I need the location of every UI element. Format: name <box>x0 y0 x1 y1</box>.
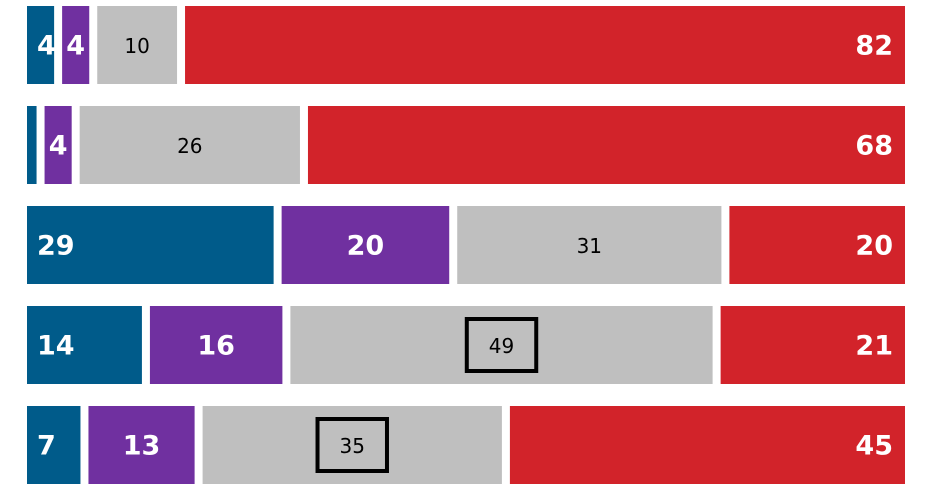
bar-segment <box>149 306 283 384</box>
bar-segment <box>509 406 905 484</box>
label-box <box>315 417 389 473</box>
bar-segment <box>27 206 274 284</box>
bar-segment <box>79 106 300 184</box>
value-label: 29 <box>37 231 75 262</box>
value-label: 4 <box>66 31 85 62</box>
bar-segment <box>27 306 142 384</box>
value-label: 13 <box>123 431 161 462</box>
bar-segment <box>281 206 450 284</box>
value-label: 4 <box>37 31 56 62</box>
bar-segment <box>307 106 906 184</box>
bar-segment <box>27 106 37 184</box>
bar-segment <box>729 206 905 284</box>
bar-segment <box>27 6 55 84</box>
value-label: 4 <box>49 131 68 162</box>
value-label: 68 <box>855 131 893 162</box>
value-label: 26 <box>177 134 202 158</box>
value-label: 10 <box>124 34 149 58</box>
bar-segment <box>185 6 906 84</box>
bar-segment <box>97 6 178 84</box>
label-box <box>464 317 539 373</box>
bar-segment <box>88 406 195 484</box>
bar-segment <box>44 106 72 184</box>
value-label: 20 <box>855 231 893 262</box>
bar-segment <box>62 6 90 84</box>
value-label: 82 <box>855 31 893 62</box>
value-label: 31 <box>577 234 602 258</box>
value-label: 35 <box>340 434 365 458</box>
bar-segment <box>457 206 722 284</box>
bar-segment <box>720 306 905 384</box>
value-label: 20 <box>347 231 385 262</box>
value-label: 45 <box>855 431 893 462</box>
value-label: 14 <box>37 331 75 362</box>
value-label: 49 <box>489 334 514 358</box>
bar-segment <box>27 406 81 484</box>
value-label: 16 <box>197 331 235 362</box>
value-label: 7 <box>37 431 56 462</box>
value-label: 21 <box>855 331 893 362</box>
